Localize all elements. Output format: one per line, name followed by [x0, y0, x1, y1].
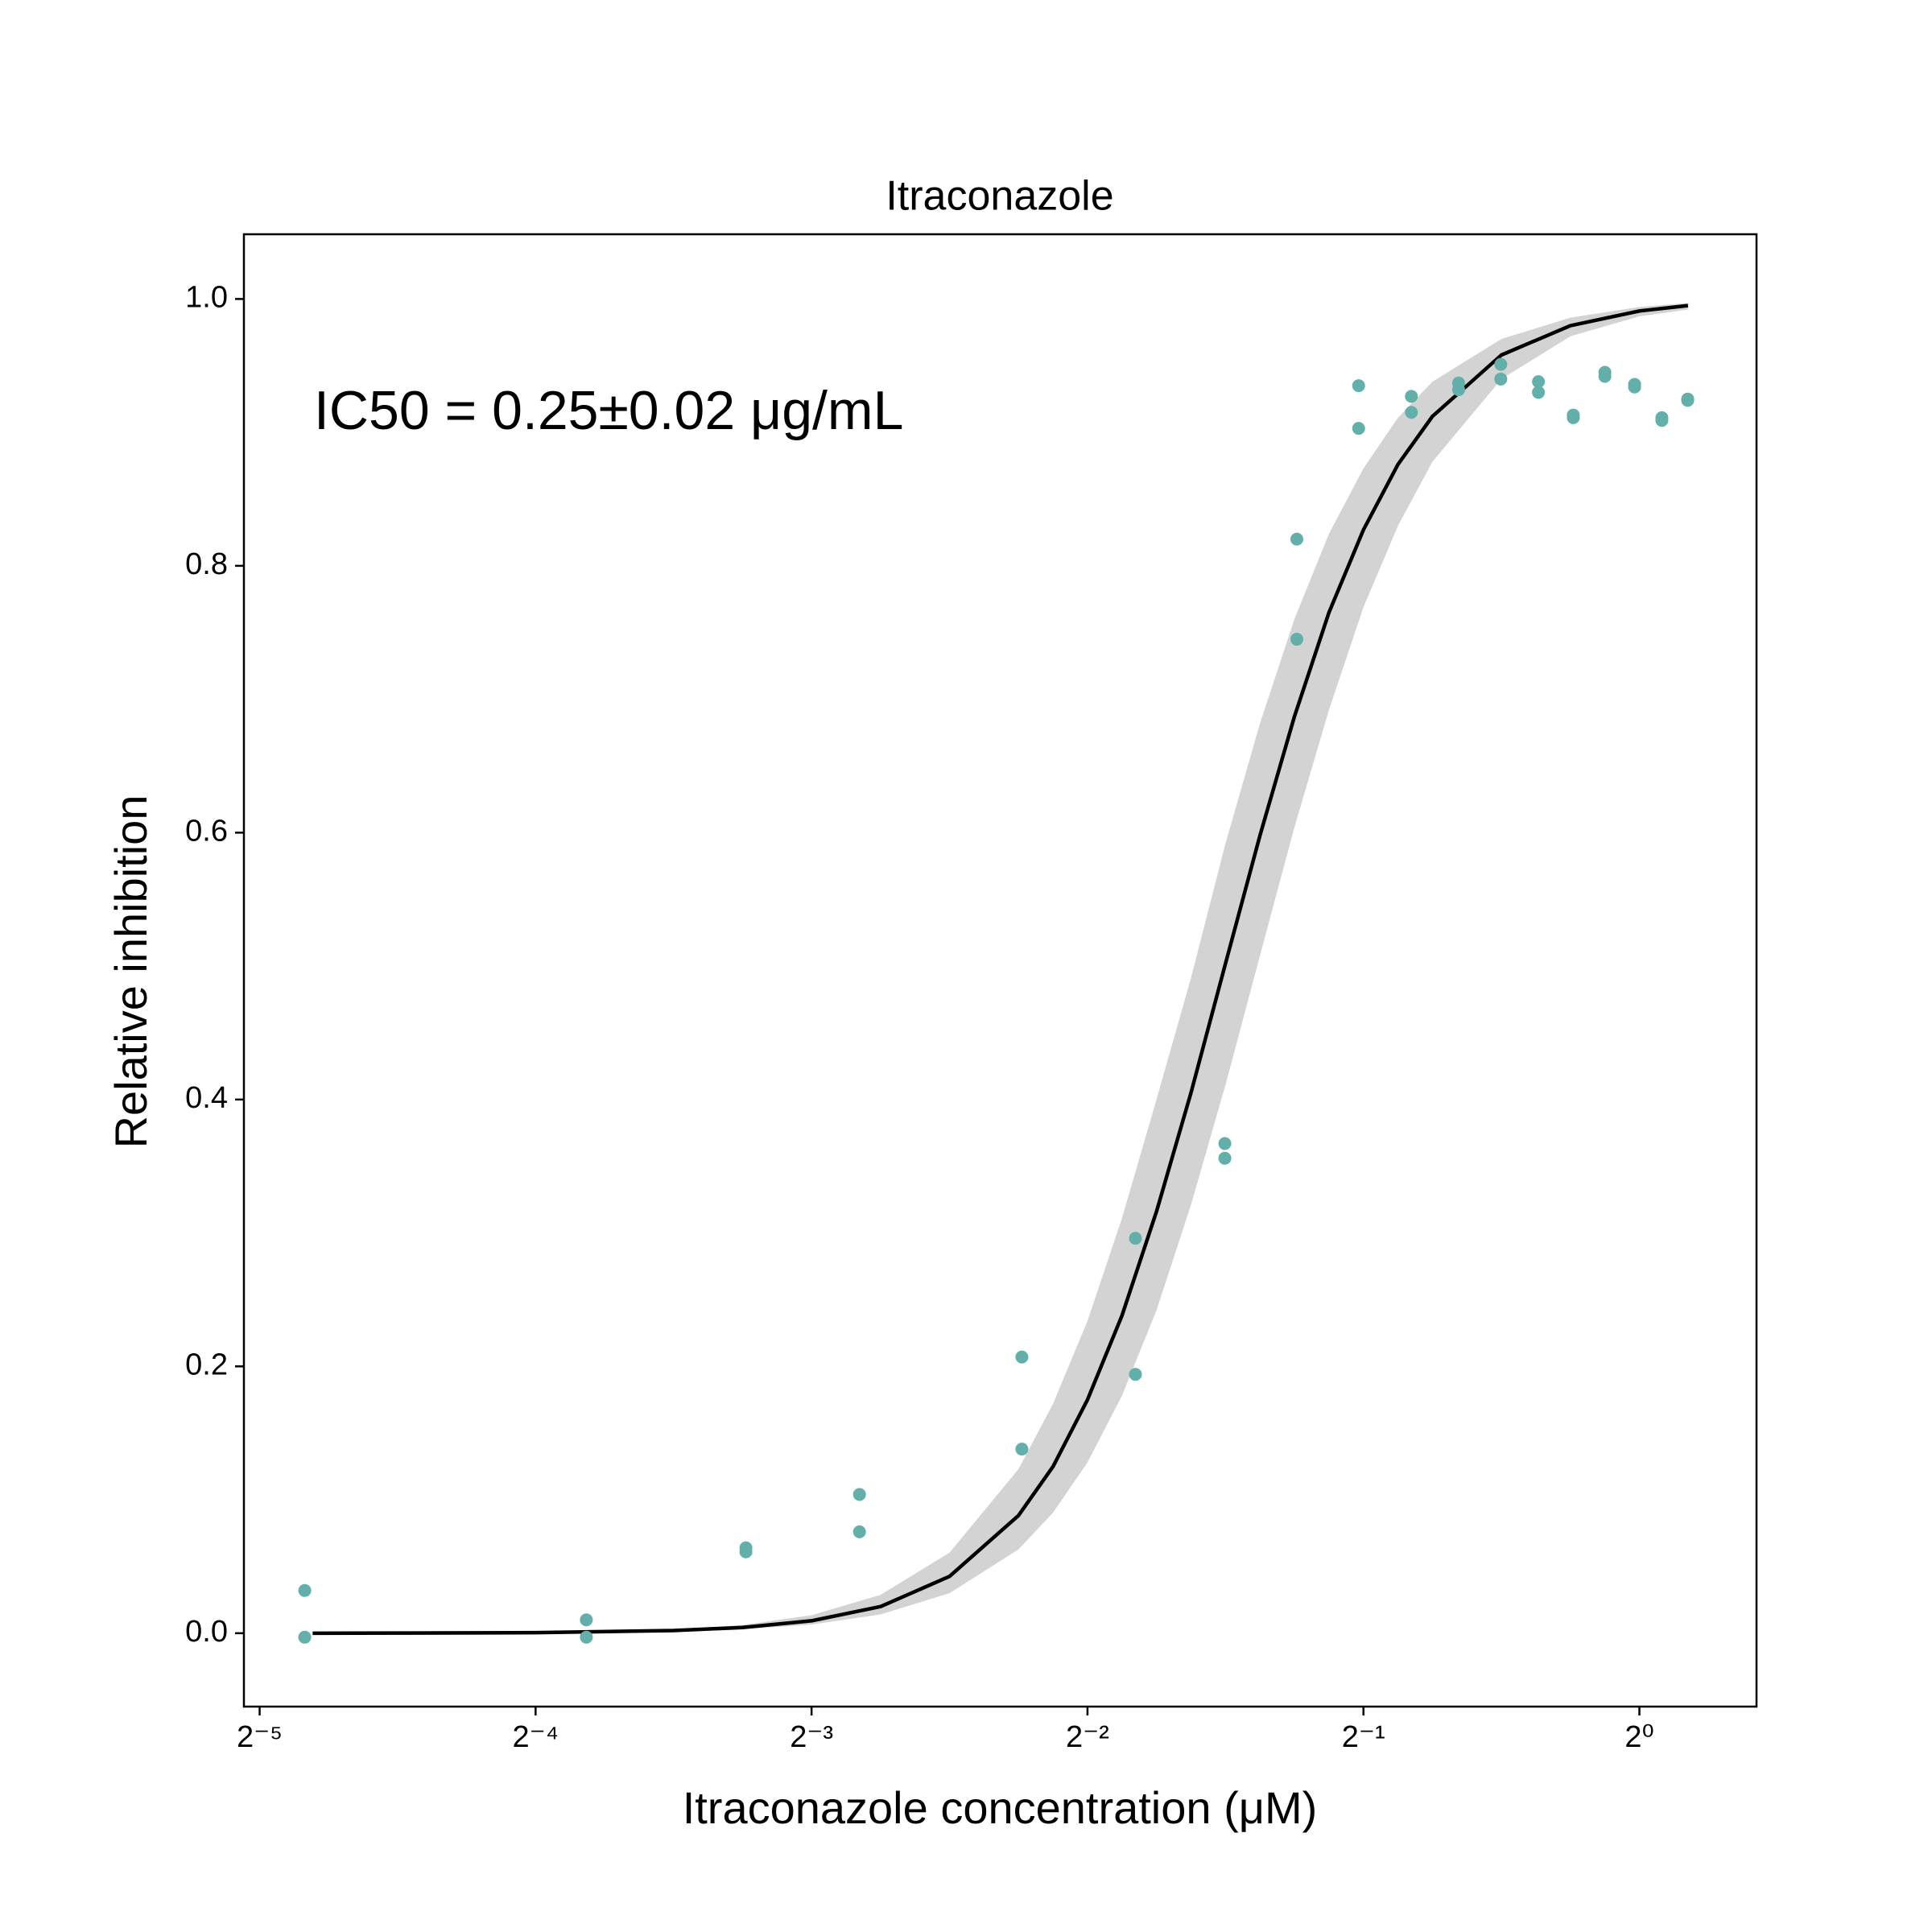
data-point	[1494, 357, 1508, 371]
data-point	[1218, 1137, 1232, 1150]
data-point	[1015, 1350, 1029, 1364]
data-point	[580, 1613, 593, 1627]
chart-title: Itraconazole	[886, 173, 1113, 220]
x-tick-label: 2⁻¹	[1342, 1720, 1385, 1754]
data-point	[1405, 390, 1418, 403]
data-point	[1598, 369, 1612, 383]
confidence-band	[312, 303, 1688, 1633]
y-tick-label: 0.8	[185, 547, 228, 581]
axes-frame	[242, 233, 1758, 1708]
data-point	[1352, 379, 1365, 393]
annotation: IC50 = 0.25±0.02 μg/mL	[314, 380, 903, 441]
data-point	[298, 1630, 312, 1644]
x-tick-label: 2⁻⁵	[237, 1720, 283, 1754]
data-point	[739, 1545, 753, 1558]
x-tick-label: 2⁻⁴	[513, 1720, 559, 1754]
x-tick-label: 2⁻²	[1066, 1720, 1109, 1754]
x-tick-label: 2⁻³	[790, 1720, 833, 1754]
y-tick-label: 1.0	[185, 280, 228, 314]
data-point	[852, 1488, 866, 1501]
data-point	[1681, 394, 1695, 407]
data-point	[852, 1525, 866, 1538]
plot-area	[298, 303, 1695, 1644]
data-point	[1290, 532, 1304, 546]
data-point	[1352, 422, 1365, 436]
x-axis-label: Itraconazole concentration (μM)	[683, 1782, 1318, 1833]
y-tick-label: 0.0	[185, 1615, 228, 1649]
x-tick-label: 2⁰	[1624, 1720, 1653, 1754]
y-tick-label: 0.2	[185, 1348, 228, 1381]
y-axis-label: Relative inhibition	[105, 795, 156, 1149]
data-point	[298, 1583, 312, 1597]
data-point	[1290, 633, 1304, 646]
data-point	[1451, 383, 1465, 397]
data-point	[1532, 375, 1546, 389]
data-point	[1567, 411, 1580, 424]
data-point	[1628, 380, 1641, 394]
data-point	[1129, 1368, 1142, 1381]
data-point	[1129, 1232, 1142, 1245]
data-point	[580, 1630, 593, 1644]
data-point	[1015, 1443, 1029, 1456]
data-point	[1218, 1151, 1232, 1165]
data-point	[1405, 406, 1418, 419]
data-point	[1494, 372, 1508, 386]
y-tick-label: 0.4	[185, 1081, 228, 1115]
data-point	[1655, 414, 1669, 427]
fit-curve	[312, 303, 1689, 1636]
data-point	[1532, 386, 1546, 399]
y-tick-label: 0.6	[185, 814, 228, 848]
